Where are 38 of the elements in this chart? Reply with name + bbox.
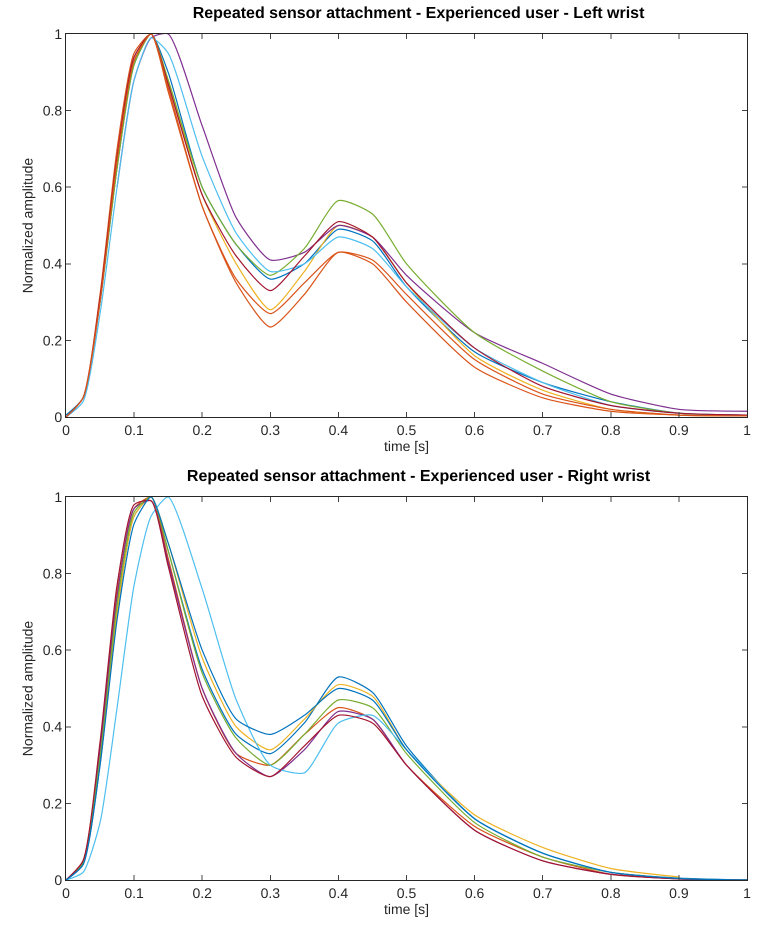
chart-title: Repeated sensor attachment - Experienced user - Left wrist bbox=[192, 5, 646, 22]
x-tick-label: 1 bbox=[743, 884, 752, 901]
x-tick-label: 0.4 bbox=[328, 884, 348, 901]
x-tick-label: 0.3 bbox=[260, 884, 280, 901]
x-tick-label: 0.7 bbox=[532, 422, 553, 438]
x-tick-label: 0.2 bbox=[192, 884, 212, 901]
x-tick-label: 0.6 bbox=[464, 422, 485, 438]
x-axis-title: time [s] bbox=[384, 900, 430, 917]
x-tick-label: 0.8 bbox=[601, 422, 621, 438]
y-tick-label: 0.6 bbox=[42, 642, 62, 658]
y-tick-label: 0.2 bbox=[42, 795, 62, 812]
x-tick-label: 0.4 bbox=[328, 422, 348, 438]
x-tick-label: 0.6 bbox=[464, 884, 485, 901]
x-tick-label: 0.5 bbox=[396, 422, 416, 438]
y-tick-label: 0.6 bbox=[42, 179, 62, 196]
y-axis-title: Normalized amplitude bbox=[19, 620, 36, 756]
x-tick-label: 0.2 bbox=[192, 422, 212, 438]
x-tick-label: 0.9 bbox=[669, 422, 689, 438]
x-tick-label: 1 bbox=[743, 422, 752, 438]
y-tick-label: 0.8 bbox=[42, 102, 62, 118]
x-tick-label: 0.1 bbox=[124, 422, 144, 438]
y-tick-label: 0.8 bbox=[42, 566, 62, 582]
x-axis-title: time [s] bbox=[384, 438, 430, 454]
y-tick-label: 0 bbox=[54, 872, 62, 888]
y-tick-label: 1 bbox=[54, 26, 62, 42]
x-tick-label: 0.1 bbox=[124, 884, 144, 901]
y-tick-label: 0.4 bbox=[42, 718, 62, 735]
y-tick-label: 0.4 bbox=[42, 256, 62, 272]
x-tick-label: 0.5 bbox=[396, 884, 416, 901]
y-tick-label: 1 bbox=[54, 488, 62, 505]
y-tick-label: 0 bbox=[54, 408, 62, 425]
chart-title: Repeated sensor attachment - Experienced user - Right wrist bbox=[186, 468, 651, 486]
y-axis-title: Normalized amplitude bbox=[19, 158, 36, 294]
x-tick-label: 0.7 bbox=[532, 884, 553, 901]
x-tick-label: 0.8 bbox=[601, 884, 621, 901]
x-tick-label: 0.3 bbox=[260, 422, 280, 438]
y-tick-label: 0.2 bbox=[42, 332, 62, 348]
x-tick-label: 0.9 bbox=[669, 884, 689, 901]
